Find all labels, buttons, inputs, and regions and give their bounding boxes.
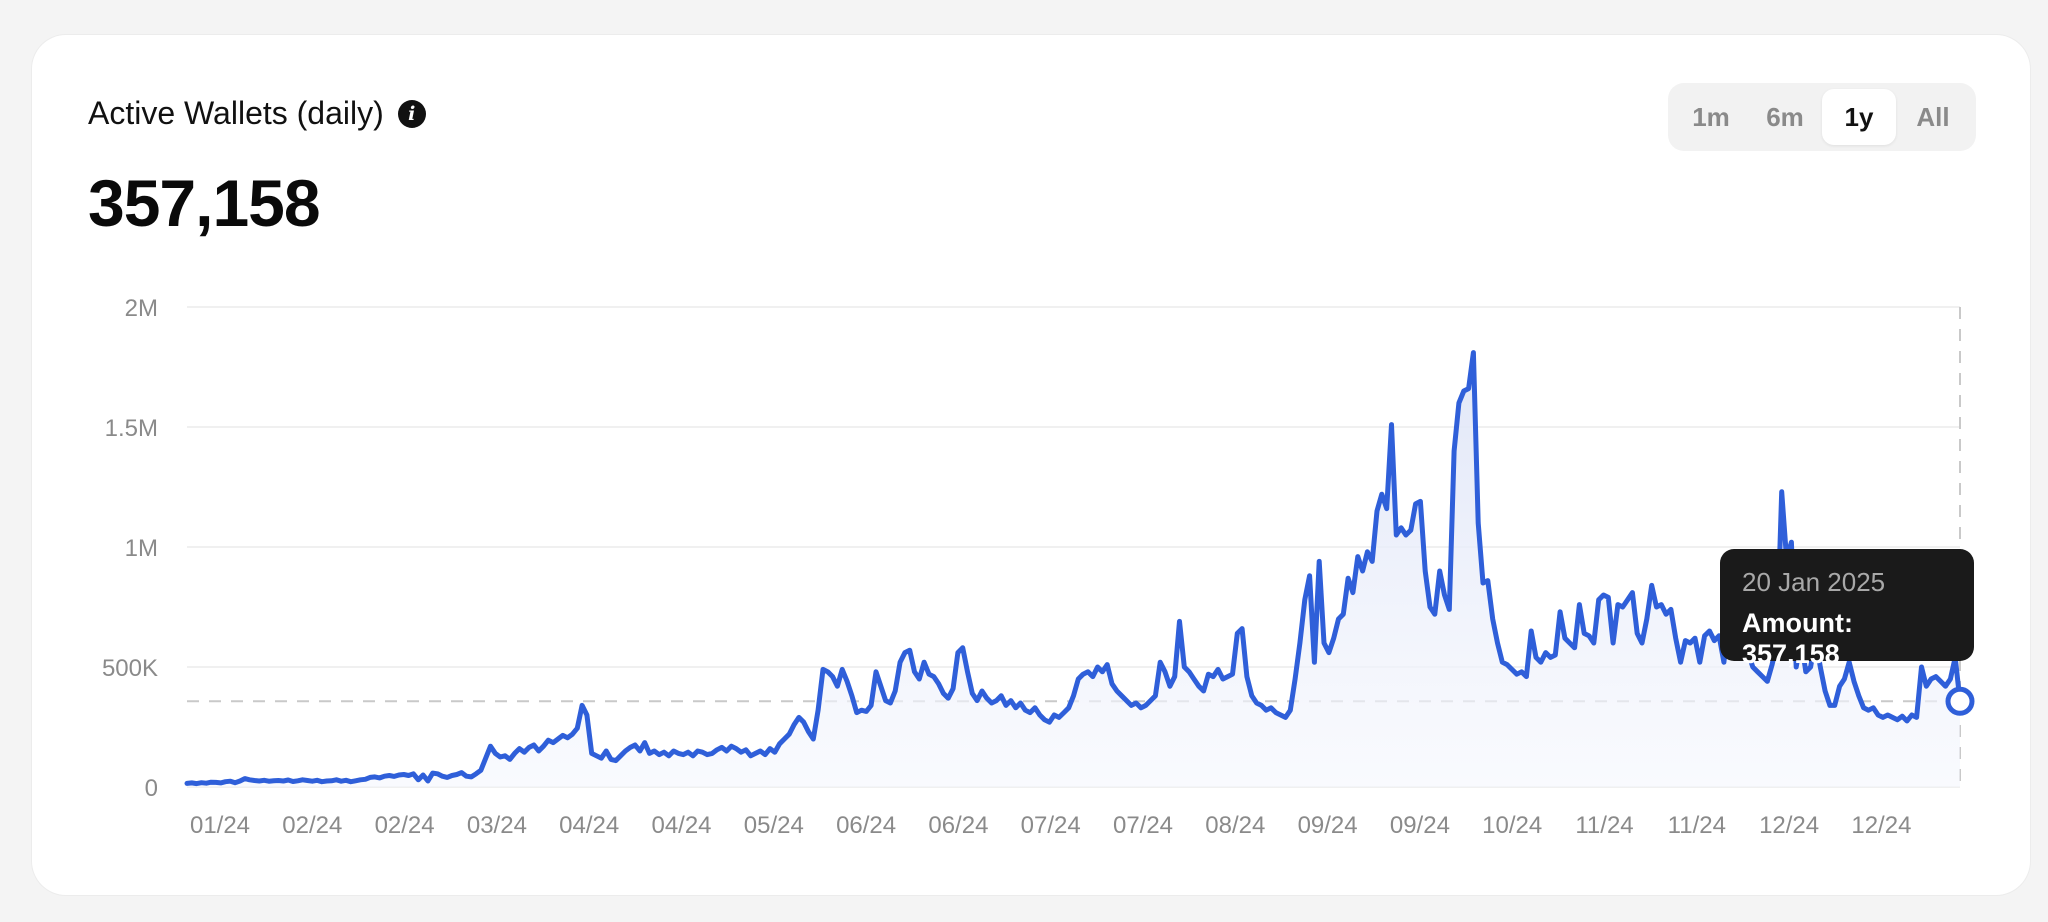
current-value: 357,158	[88, 166, 321, 240]
x-tick-label: 06/24	[928, 812, 988, 839]
y-tick-label: 500K	[102, 655, 158, 682]
x-tick-label: 03/24	[467, 812, 527, 839]
range-button-6m[interactable]: 6m	[1766, 101, 1804, 132]
x-tick-label: 12/24	[1759, 812, 1819, 839]
range-button-1y[interactable]: 1y	[1822, 89, 1896, 145]
tooltip-date: 20 Jan 2025	[1742, 567, 1886, 597]
x-tick-label: 07/24	[1021, 812, 1081, 839]
series-line	[184, 350, 1963, 787]
x-tick-label: 07/24	[1113, 812, 1173, 839]
area-fill	[187, 352, 1960, 787]
y-tick-label: 1M	[125, 535, 158, 562]
x-tick-label: 02/24	[282, 812, 342, 839]
range-button-1m[interactable]: 1m	[1692, 101, 1730, 132]
x-tick-label: 11/24	[1668, 812, 1726, 839]
x-tick-label: 12/24	[1851, 812, 1911, 839]
x-tick-label: 01/24	[190, 812, 250, 839]
x-tick-label: 04/24	[651, 812, 711, 839]
chart-title: Active Wallets (daily)	[88, 95, 384, 131]
x-axis-labels: 01/24 02/24 02/24 03/24 04/24 04/24 05/24 06/24…	[190, 812, 1911, 839]
y-tick-label: 2M	[125, 295, 158, 322]
range-button-all[interactable]: All	[1916, 101, 1950, 132]
range-selector: 1m 6m 1y All	[1668, 83, 1976, 151]
x-tick-label: 09/24	[1298, 812, 1358, 839]
x-tick-label: 02/24	[375, 812, 435, 839]
x-tick-label: 04/24	[559, 812, 619, 839]
x-tick-label: 06/24	[836, 812, 896, 839]
tooltip-amount: Amount: 357,158	[1742, 608, 1853, 669]
x-tick-label: 10/24	[1482, 812, 1542, 839]
x-tick-label: 11/24	[1575, 812, 1633, 839]
y-axis-labels: 0 500K 1M 1.5M 2M	[102, 295, 158, 802]
x-tick-label: 09/24	[1390, 812, 1450, 839]
title-row: Active Wallets (daily) i	[88, 95, 426, 132]
x-tick-label: 08/24	[1205, 812, 1265, 839]
x-tick-label: 05/24	[744, 812, 804, 839]
highlight-point[interactable]	[1945, 686, 1975, 716]
chart-tooltip: 20 Jan 2025 Amount: 357,158	[1720, 549, 1974, 669]
y-tick-label: 0	[145, 775, 158, 802]
y-tick-label: 1.5M	[105, 415, 158, 442]
info-icon[interactable]: i	[397, 99, 426, 128]
